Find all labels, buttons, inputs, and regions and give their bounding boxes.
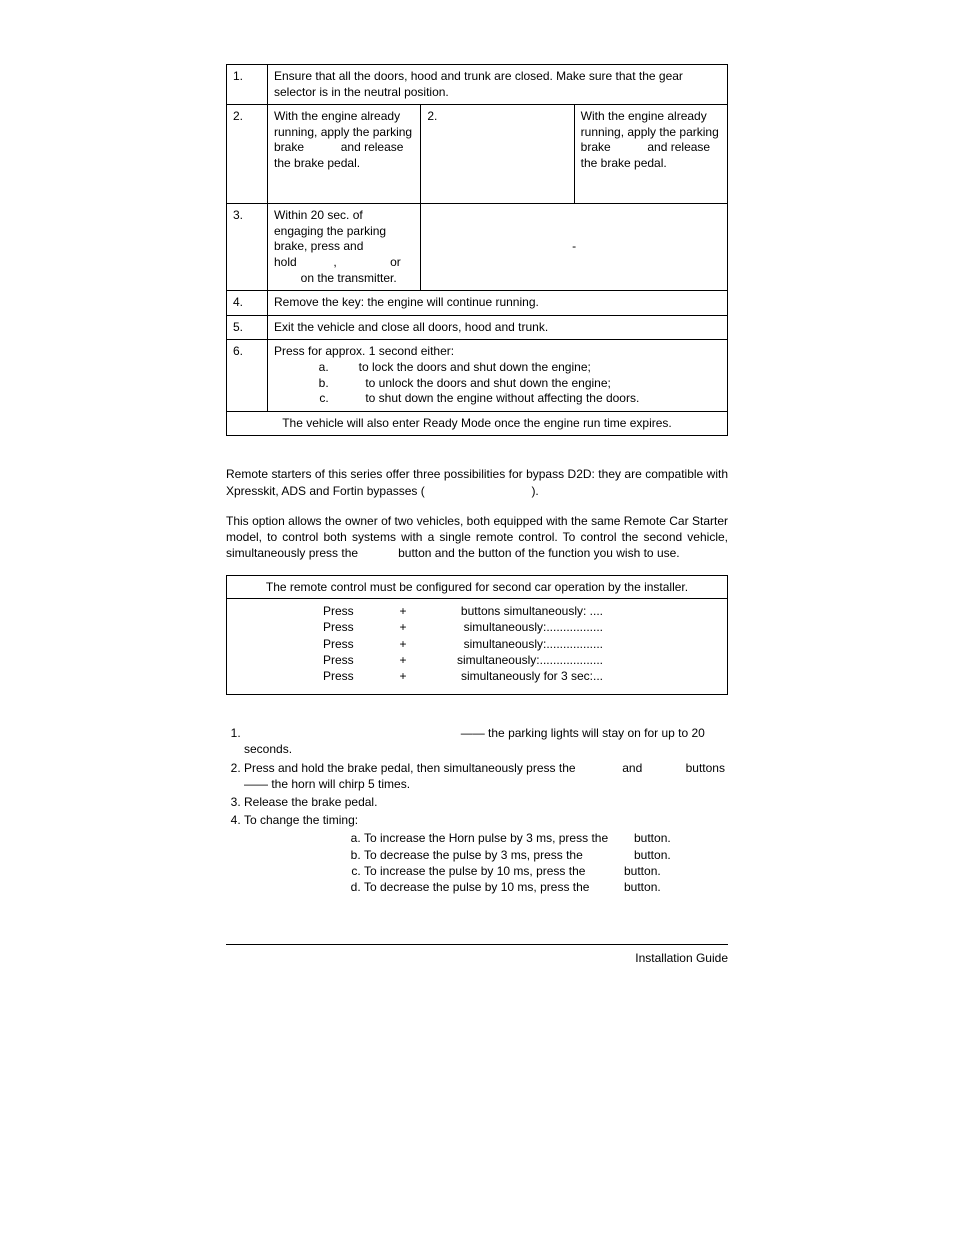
list-item: To decrease the pulse by 10 ms, press th…: [364, 879, 728, 895]
list-item: to unlock the doors and shut down the en…: [332, 376, 721, 392]
list-item: To decrease the pulse by 3 ms, press the…: [364, 847, 728, 863]
remote-list: Press+buttons simultaneously: .... Press…: [233, 603, 721, 690]
step-number: 4.: [227, 291, 268, 316]
list-item: Press+simultaneously:.................: [323, 636, 721, 652]
horn-section: —— the parking lights will stay on for u…: [226, 725, 728, 895]
list-item: Press+buttons simultaneously: ....: [323, 603, 721, 619]
step-number: 5.: [227, 315, 268, 340]
list-item: To increase the pulse by 10 ms, press th…: [364, 863, 728, 879]
table-row: 6. Press for approx. 1 second either: to…: [227, 340, 728, 411]
sub-list: to lock the doors and shut down the engi…: [274, 360, 721, 407]
list-item: Press and hold the brake pedal, then sim…: [244, 760, 728, 792]
table-row: 4. Remove the key: the engine will conti…: [227, 291, 728, 316]
list-item: to lock the doors and shut down the engi…: [332, 360, 721, 376]
list-item: Press+simultaneously:.................: [323, 619, 721, 635]
list-item: Press+simultaneously:...................: [323, 652, 721, 668]
step-number: 6.: [227, 340, 268, 411]
step-text: -: [421, 204, 728, 291]
step-text: With the engine already running, apply t…: [268, 105, 421, 204]
table-row: 5. Exit the vehicle and close all doors,…: [227, 315, 728, 340]
footer: Installation Guide: [226, 944, 728, 965]
list-item: Press+simultaneously for 3 sec:...: [323, 668, 721, 684]
horn-list: —— the parking lights will stay on for u…: [226, 725, 728, 895]
table-row: 1. Ensure that all the doors, hood and t…: [227, 65, 728, 105]
footer-text: Installation Guide: [635, 951, 728, 965]
step-text: The vehicle will also enter Ready Mode o…: [227, 411, 728, 436]
remote-config-box: The remote control must be configured fo…: [226, 575, 728, 695]
list-item: To increase the Horn pulse by 3 ms, pres…: [364, 830, 728, 846]
list-item: —— the parking lights will stay on for u…: [244, 725, 728, 757]
sub-list: To increase the Horn pulse by 3 ms, pres…: [244, 830, 728, 895]
step-number: 2.: [227, 105, 268, 204]
step-number: 3.: [227, 204, 268, 291]
list-item: Release the brake pedal.: [244, 794, 728, 810]
table-row: The vehicle will also enter Ready Mode o…: [227, 411, 728, 436]
step-text: Within 20 sec. of engaging the parking b…: [268, 204, 421, 291]
step-text: Ensure that all the doors, hood and trun…: [268, 65, 728, 105]
list-item: to shut down the engine without affectin…: [332, 391, 721, 407]
table-row: 3. Within 20 sec. of engaging the parkin…: [227, 204, 728, 291]
procedure-table: 1. Ensure that all the doors, hood and t…: [226, 64, 728, 436]
step-text: Press for approx. 1 second either: to lo…: [268, 340, 728, 411]
multicar-paragraph: This option allows the owner of two vehi…: [226, 513, 728, 562]
bypass-paragraph: Remote starters of this series offer thr…: [226, 466, 728, 498]
step-number: 2.: [421, 105, 574, 204]
page: 1. Ensure that all the doors, hood and t…: [0, 0, 954, 1235]
step-number: 1.: [227, 65, 268, 105]
step-text: Remove the key: the engine will continue…: [268, 291, 728, 316]
step-text: With the engine already running, apply t…: [574, 105, 727, 204]
list-item: To change the timing: To increase the Ho…: [244, 812, 728, 895]
remote-box-header: The remote control must be configured fo…: [227, 576, 728, 599]
table-row: 2. With the engine already running, appl…: [227, 105, 728, 204]
step-text: Exit the vehicle and close all doors, ho…: [268, 315, 728, 340]
